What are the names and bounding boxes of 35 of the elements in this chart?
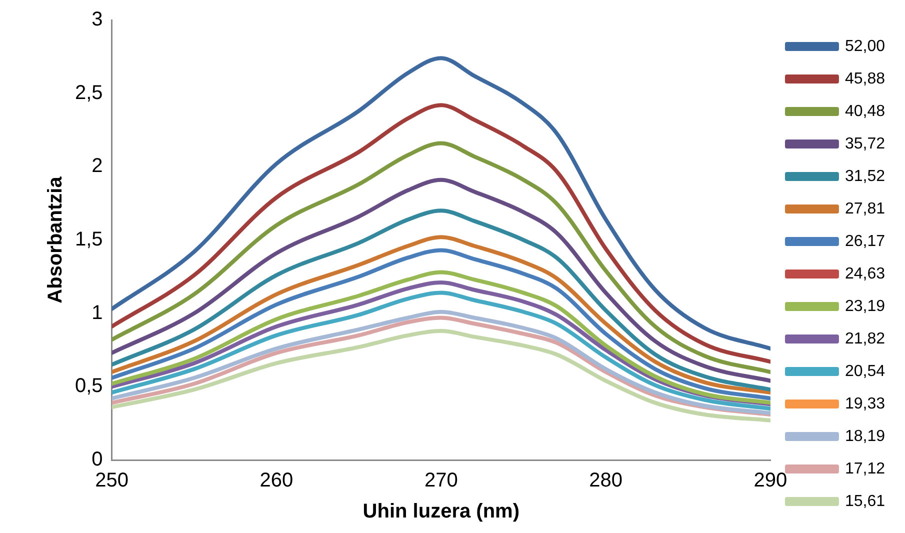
- x-tick-label: 250: [95, 470, 128, 492]
- legend-label: 15,61: [844, 492, 886, 510]
- y-tick-label: 3: [92, 8, 103, 31]
- legend-label: 20,54: [844, 362, 886, 380]
- y-tick-label: 1,5: [74, 228, 103, 251]
- legend-label: 26,17: [844, 232, 886, 250]
- y-axis-title: Absorbantzia: [44, 176, 67, 304]
- legend-label: 45,88: [844, 70, 886, 88]
- legend-label: 21,82: [844, 330, 886, 348]
- x-tick-label: 260: [260, 470, 294, 492]
- line-series: [112, 56, 770, 351]
- legend-label: 24,63: [844, 265, 886, 282]
- line-series: [112, 103, 770, 364]
- x-axis-title: Uhin luzera (nm): [362, 500, 520, 523]
- legend-label: 17,12: [844, 460, 886, 478]
- legend-label: 27,81: [844, 200, 886, 218]
- y-tick-label: 1: [92, 302, 103, 324]
- y-tick-label: 0,5: [74, 375, 103, 398]
- legend-label: 19,33: [844, 395, 886, 412]
- line-series: [112, 178, 770, 383]
- line-series: [112, 141, 770, 374]
- line-series: [112, 328, 770, 422]
- x-tick-label: 280: [589, 470, 622, 492]
- y-tick-label: 0: [92, 448, 103, 471]
- legend-label: 35,72: [844, 135, 886, 152]
- y-tick-label: 2,5: [74, 82, 103, 104]
- legend-label: 52,00: [844, 38, 886, 55]
- legend-label: 31,52: [844, 168, 886, 185]
- x-tick-label: 290: [754, 470, 788, 492]
- legend-label: 40,48: [844, 102, 886, 120]
- line-series: [112, 208, 770, 392]
- y-tick-label: 2: [92, 155, 103, 178]
- legend-label: 18,19: [844, 428, 886, 445]
- x-tick-label: 270: [424, 470, 458, 492]
- legend-label: 23,19: [844, 298, 886, 315]
